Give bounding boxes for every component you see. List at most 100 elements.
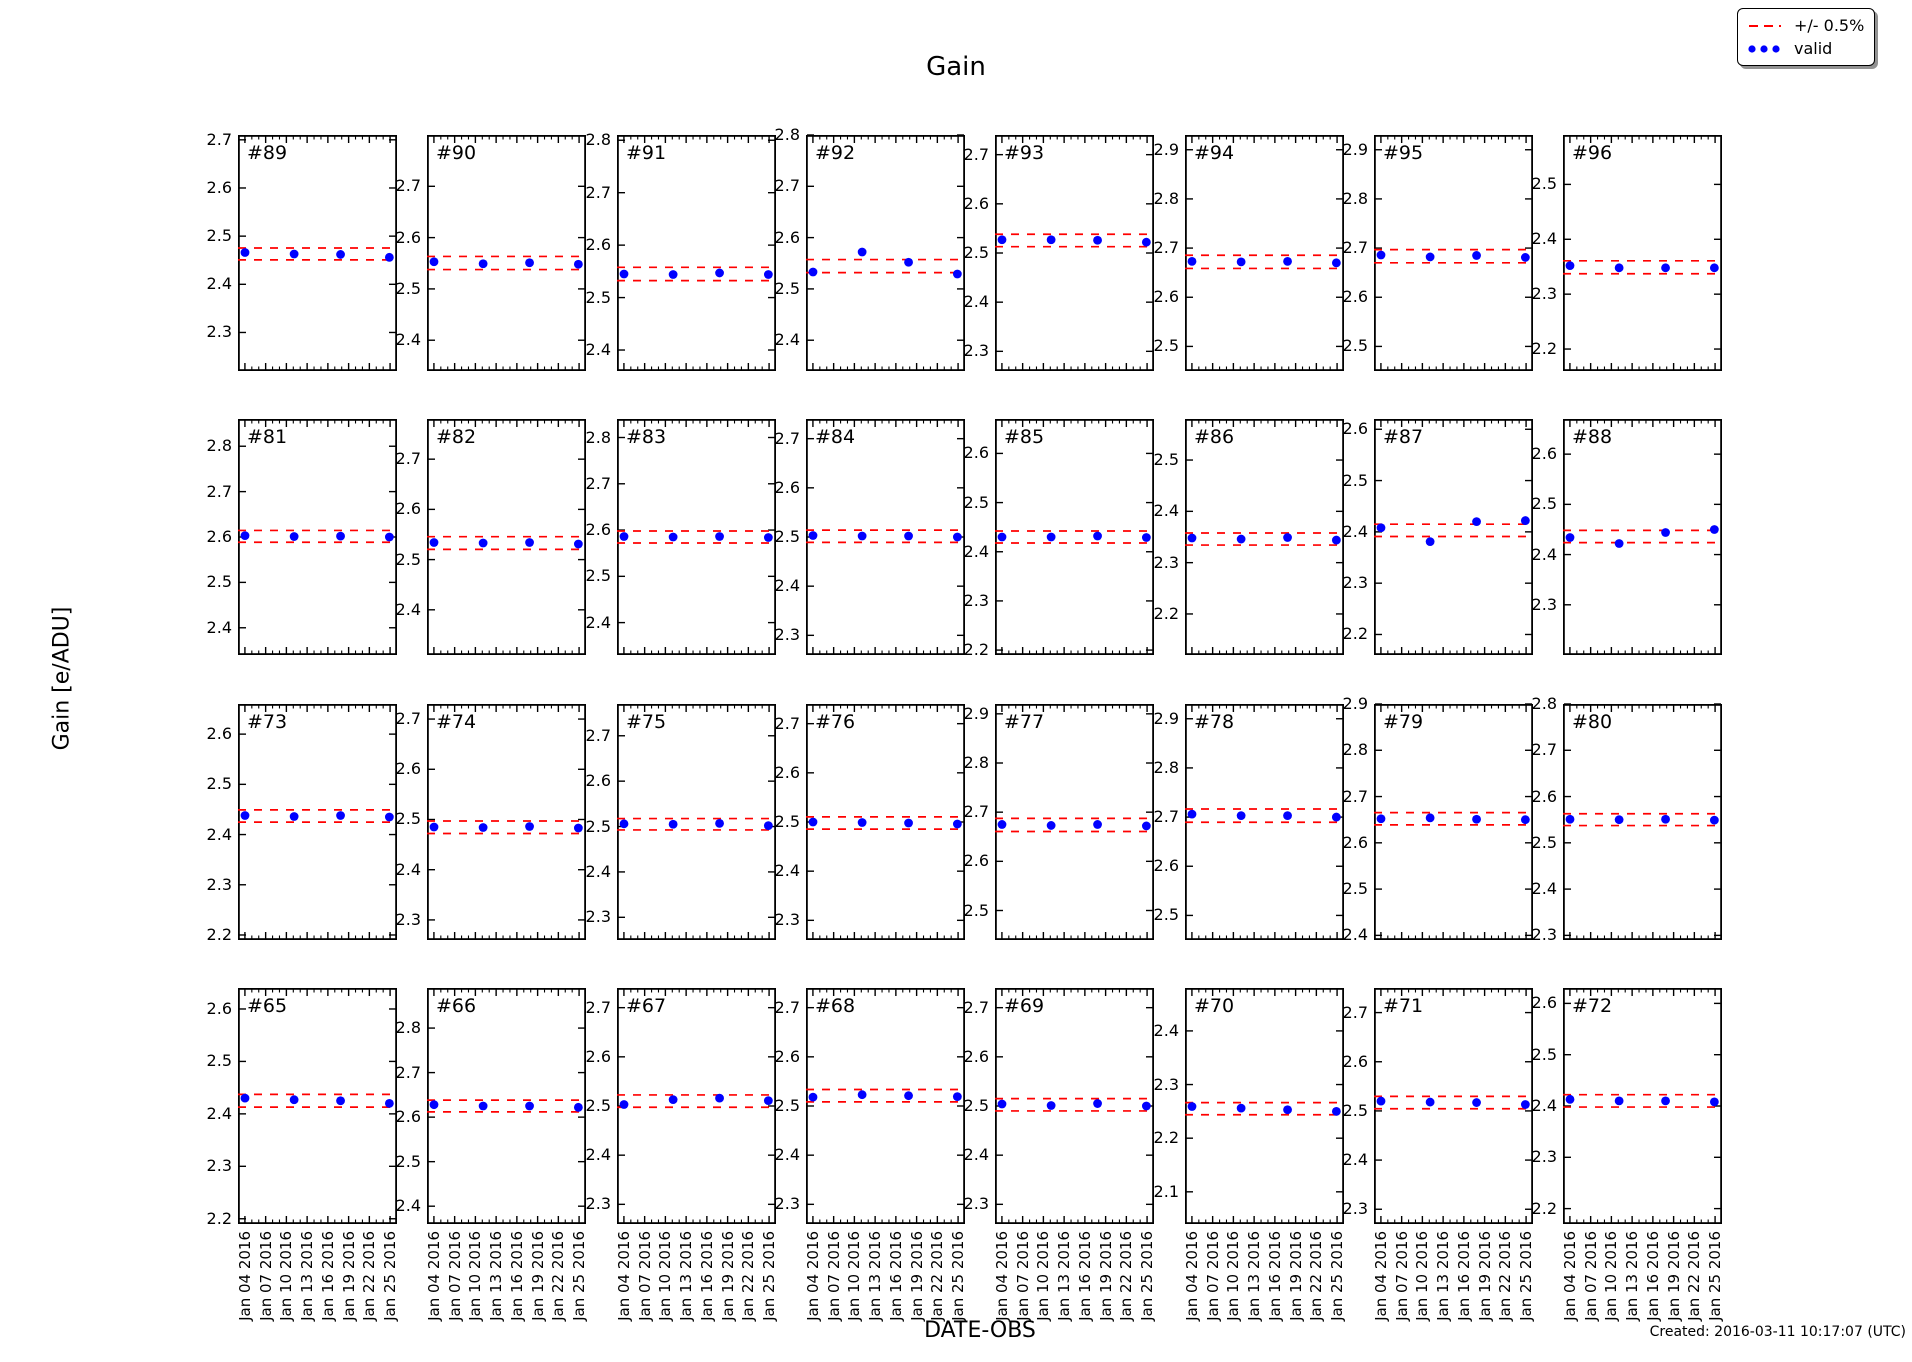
data-point <box>384 252 394 262</box>
data-point <box>336 531 345 541</box>
data-point <box>289 249 299 259</box>
data-point <box>1565 261 1575 271</box>
subplot-panel-82 <box>426 418 586 655</box>
y-tick-label: 2.5 <box>206 1051 232 1071</box>
y-tick-label: 2.3 <box>1153 552 1179 572</box>
x-tick-label: Jan 07 2016 <box>1013 1231 1032 1321</box>
x-tick-label: Jan 10 2016 <box>1224 1231 1243 1321</box>
data-point <box>429 538 439 547</box>
subplot-panel-96 <box>1562 134 1722 371</box>
y-tick-label: 2.5 <box>774 278 800 298</box>
y-tick-label: 2.4 <box>585 1145 611 1165</box>
subplot-id-label: #91 <box>626 142 667 164</box>
x-tick-label: Jan 25 2016 <box>381 1231 400 1321</box>
x-tick-label: Jan 07 2016 <box>1203 1231 1222 1321</box>
data-point <box>1331 1106 1341 1116</box>
y-tick-label: 2.5 <box>1531 174 1557 194</box>
x-tick-label: Jan 16 2016 <box>1075 1231 1094 1321</box>
axes-frame <box>1184 987 1344 1224</box>
data-point <box>478 259 488 269</box>
x-tick-label: Jan 13 2016 <box>677 1231 696 1321</box>
x-tick-label: Jan 19 2016 <box>718 1231 737 1321</box>
data-point <box>668 532 678 542</box>
data-point <box>1187 1102 1197 1111</box>
x-tick-label: Jan 19 2016 <box>1096 1231 1115 1321</box>
y-tick-label: 2.6 <box>963 443 989 463</box>
x-tick-label: Jan 16 2016 <box>318 1231 337 1321</box>
data-point <box>904 531 913 541</box>
subplot-panel-88 <box>1562 418 1722 655</box>
y-tick-label: 2.6 <box>963 193 989 213</box>
y-tick-label: 2.8 <box>1342 188 1368 208</box>
axes-frame <box>1373 703 1533 940</box>
data-point <box>1236 534 1246 544</box>
y-tick-label: 2.7 <box>395 1062 421 1082</box>
axes-frame <box>616 418 776 655</box>
y-tick-label: 2.5 <box>1342 470 1368 490</box>
data-point <box>1093 820 1102 829</box>
y-tick-label: 2.4 <box>1531 879 1557 899</box>
y-tick-label: 2.5 <box>395 1151 421 1171</box>
x-tick-label: Jan 07 2016 <box>256 1231 275 1321</box>
x-tick-label: Jan 10 2016 <box>277 1231 296 1321</box>
y-tick-label: 2.5 <box>206 572 232 592</box>
y-tick-label: 2.4 <box>1531 229 1557 249</box>
x-tick-label: Jan 04 2016 <box>992 1231 1011 1321</box>
y-tick-label: 2.7 <box>963 144 989 164</box>
subplot-id-label: #85 <box>1004 426 1045 448</box>
data-point <box>1425 537 1435 547</box>
data-point <box>952 269 962 279</box>
subplot-id-label: #77 <box>1004 711 1045 733</box>
axes-frame <box>426 134 586 371</box>
y-tick-label: 2.5 <box>1342 879 1368 899</box>
data-point <box>1187 256 1197 266</box>
subplot-id-label: #92 <box>815 142 856 164</box>
data-point <box>1565 814 1575 824</box>
subplot-id-label: #79 <box>1383 711 1424 733</box>
y-tick-label: 2.8 <box>1531 694 1557 713</box>
axes-frame <box>616 987 776 1224</box>
y-tick-label: 2.1 <box>1153 1181 1179 1201</box>
y-tick-label: 2.5 <box>963 900 989 920</box>
y-tick-label: 2.4 <box>585 340 611 360</box>
data-point <box>429 257 439 267</box>
subplot-id-label: #78 <box>1194 711 1235 733</box>
x-tick-label: Jan 16 2016 <box>886 1231 905 1321</box>
y-tick-label: 2.5 <box>963 1096 989 1115</box>
subplot-panel-86 <box>1184 418 1344 655</box>
x-tick-label: Jan 16 2016 <box>697 1231 716 1321</box>
data-point <box>478 538 488 548</box>
y-tick-label: 2.7 <box>1342 238 1368 258</box>
y-tick-label: 2.4 <box>585 861 611 881</box>
figure-title: Gain <box>926 52 986 82</box>
axes-frame <box>616 134 776 371</box>
data-point <box>1565 1094 1575 1104</box>
y-tick-label: 2.2 <box>1153 1128 1179 1148</box>
x-tick-label: Jan 13 2016 <box>866 1231 885 1321</box>
y-tick-label: 2.4 <box>1531 1096 1557 1115</box>
x-tick-label: Jan 10 2016 <box>466 1231 485 1321</box>
subplot-id-label: #94 <box>1194 142 1235 164</box>
data-point <box>573 539 583 549</box>
data-point <box>668 270 678 279</box>
data-point <box>997 1099 1007 1109</box>
x-tick-label: Jan 13 2016 <box>487 1231 506 1321</box>
y-tick-label: 2.2 <box>206 924 232 944</box>
x-tick-label: Jan 25 2016 <box>949 1231 968 1321</box>
subplot-id-label: #95 <box>1383 142 1424 164</box>
data-point <box>904 257 913 267</box>
data-point <box>384 1098 394 1108</box>
y-tick-label: 2.3 <box>963 1194 989 1214</box>
axes-frame <box>1373 134 1533 371</box>
x-tick-label: Jan 22 2016 <box>1307 1231 1326 1321</box>
data-point <box>1425 1097 1435 1107</box>
y-tick-label: 2.9 <box>963 703 989 723</box>
y-tick-label: 2.5 <box>774 1096 800 1115</box>
x-tick-label: Jan 10 2016 <box>1034 1231 1053 1321</box>
data-point <box>1141 1101 1151 1111</box>
y-tick-label: 2.5 <box>774 527 800 546</box>
subplot-id-label: #96 <box>1572 142 1613 164</box>
data-point <box>1614 1096 1624 1106</box>
x-tick-label: Jan 07 2016 <box>1581 1231 1600 1321</box>
y-tick-label: 2.6 <box>774 227 800 247</box>
